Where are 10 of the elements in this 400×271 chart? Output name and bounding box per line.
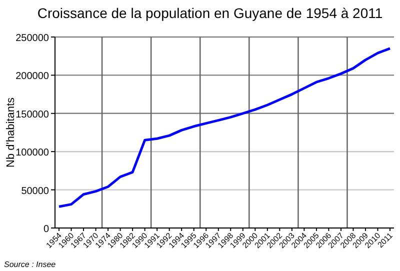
y-tick-label: 200000 — [16, 71, 50, 82]
y-tick-label: 100000 — [16, 148, 50, 159]
y-axis-title: Nb d'habitants — [5, 97, 17, 168]
line-series — [58, 47, 392, 208]
y-tick-label: 50000 — [21, 186, 50, 197]
y-tick-label: 150000 — [16, 109, 50, 120]
y-tick-label: 0 — [43, 224, 50, 235]
y-tick-label: 250000 — [16, 33, 50, 44]
source-note: Source : Insee — [4, 260, 56, 269]
chart-title: Croissance de la population en Guyane de 1954 à 2011 — [37, 5, 383, 21]
